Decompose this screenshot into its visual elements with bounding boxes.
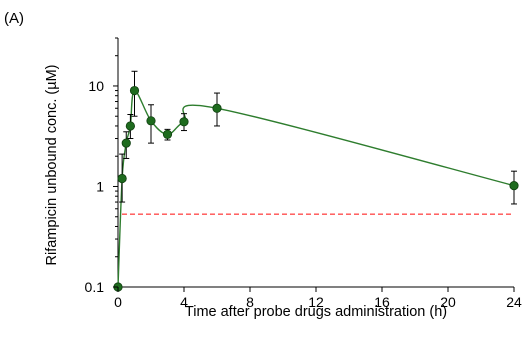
x-tick-label: 0	[114, 294, 122, 310]
data-point	[509, 181, 519, 191]
data-point	[117, 173, 127, 184]
x-tick-label: 20	[440, 294, 456, 310]
data-point	[146, 116, 156, 126]
y-axis-label: Rifampicin unbound conc. (µM)	[44, 65, 60, 266]
x-axis-label: Time after probe drugs administration (h…	[185, 304, 447, 320]
x-tick-label: 12	[308, 294, 324, 310]
x-tick-label: 8	[246, 294, 254, 310]
data-point	[179, 117, 189, 127]
x-tick-label: 4	[180, 294, 188, 310]
series-line	[117, 89, 515, 288]
panel-label: (A)	[4, 10, 24, 27]
data-point	[212, 103, 222, 113]
x-tick-label: 16	[374, 294, 390, 310]
y-tick-label: 1	[96, 178, 104, 194]
y-tick-label: 0.1	[85, 279, 105, 295]
data-point	[121, 138, 131, 148]
x-tick-label: 24	[506, 294, 522, 310]
y-tick-label: 10	[88, 78, 104, 94]
data-point	[162, 129, 173, 139]
data-point	[125, 121, 135, 131]
data-point	[129, 85, 140, 96]
